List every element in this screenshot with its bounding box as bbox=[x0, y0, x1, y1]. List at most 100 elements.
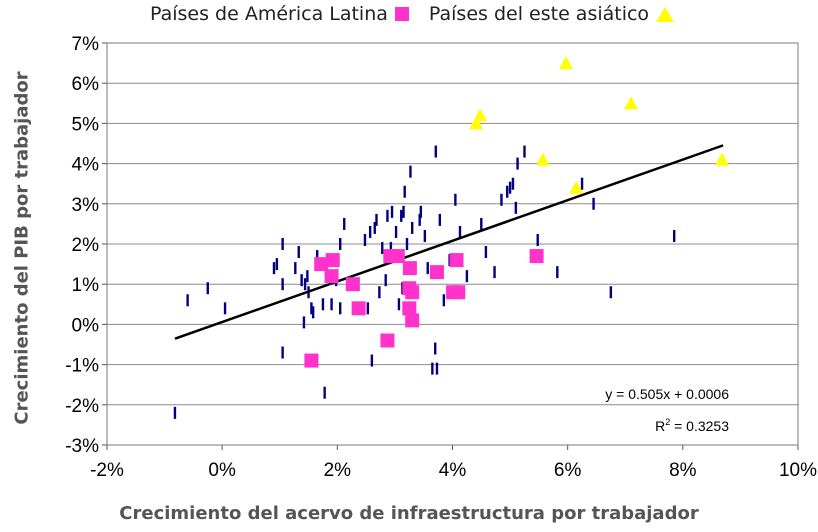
point-latin-america bbox=[405, 285, 420, 300]
point-other bbox=[339, 238, 342, 250]
y-tick-label: -3% bbox=[65, 436, 99, 457]
point-east-asia bbox=[558, 56, 573, 70]
point-other bbox=[434, 145, 438, 158]
point-other bbox=[484, 246, 488, 259]
point-other bbox=[438, 213, 442, 226]
point-latin-america bbox=[529, 249, 544, 264]
point-other bbox=[343, 217, 346, 230]
legend-item-latin-america: Países de América Latina bbox=[150, 3, 409, 25]
point-east-asia bbox=[469, 116, 484, 130]
x-tick-label: 0% bbox=[208, 460, 236, 481]
points-other-countries bbox=[173, 145, 676, 419]
legend-item-east-asia: Países del este asiático bbox=[428, 3, 675, 25]
legend-square-marker bbox=[394, 7, 409, 21]
chart-legend: Países de América Latina Países del este… bbox=[150, 3, 694, 25]
point-other bbox=[223, 302, 227, 315]
points-latin-america bbox=[304, 249, 544, 368]
point-latin-america bbox=[380, 333, 395, 348]
y-tick-label: -1% bbox=[65, 356, 99, 377]
point-latin-america bbox=[451, 285, 466, 300]
plot-area-border bbox=[106, 42, 799, 446]
gridlines bbox=[107, 42, 798, 446]
y-tick-label: 3% bbox=[72, 195, 100, 216]
point-latin-america bbox=[390, 249, 405, 264]
point-other bbox=[435, 362, 439, 375]
legend-triangle-marker bbox=[656, 6, 675, 22]
axes bbox=[102, 42, 799, 450]
point-other bbox=[419, 205, 423, 218]
point-other bbox=[454, 193, 457, 206]
legend-label-east-asia: Países del este asiático bbox=[428, 3, 650, 25]
point-other bbox=[390, 205, 394, 218]
point-other bbox=[508, 181, 512, 194]
point-other bbox=[323, 386, 326, 399]
point-other bbox=[493, 266, 496, 279]
trendline bbox=[174, 144, 724, 340]
point-other bbox=[402, 205, 405, 218]
point-other bbox=[405, 238, 409, 250]
point-other bbox=[516, 157, 519, 170]
trendline-group bbox=[174, 144, 724, 340]
x-tick-label: 6% bbox=[554, 460, 582, 481]
point-other bbox=[500, 193, 503, 206]
point-other bbox=[514, 201, 518, 214]
y-tick-label: 0% bbox=[72, 315, 100, 336]
point-other bbox=[465, 270, 469, 283]
r-squared-label: R2 = 0.3253 bbox=[655, 417, 729, 434]
point-other bbox=[389, 242, 393, 255]
trend-equation: y = 0.505x + 0.0006 bbox=[605, 386, 729, 402]
x-axis-label: Crecimiento del acervo de infraestructur… bbox=[119, 503, 699, 524]
point-other bbox=[378, 286, 381, 299]
point-other bbox=[506, 185, 509, 198]
point-other bbox=[458, 225, 462, 238]
x-tick-label: 2% bbox=[324, 460, 352, 481]
point-latin-america bbox=[345, 277, 360, 292]
point-other bbox=[609, 286, 613, 299]
point-east-asia bbox=[535, 152, 550, 166]
y-tick-label: 5% bbox=[72, 114, 100, 135]
point-other bbox=[315, 250, 319, 263]
point-other bbox=[368, 225, 372, 238]
point-other bbox=[431, 362, 434, 375]
x-tick-label: -2% bbox=[90, 460, 124, 481]
point-other bbox=[523, 145, 526, 158]
point-other bbox=[363, 233, 367, 246]
point-other bbox=[480, 217, 483, 230]
point-other bbox=[297, 246, 300, 259]
point-other bbox=[330, 298, 333, 311]
point-latin-america bbox=[314, 257, 329, 272]
point-other bbox=[275, 258, 279, 271]
point-other bbox=[418, 213, 421, 226]
point-latin-america bbox=[351, 301, 366, 316]
legend-label-latin-america: Países de América Latina bbox=[150, 3, 388, 25]
point-other bbox=[556, 266, 559, 279]
point-other bbox=[300, 274, 303, 287]
point-other bbox=[592, 197, 595, 210]
point-other bbox=[672, 229, 676, 242]
y-tick-label: 2% bbox=[72, 235, 100, 256]
x-tick-label: 4% bbox=[439, 460, 467, 481]
point-other bbox=[281, 346, 284, 359]
point-latin-america bbox=[402, 301, 417, 316]
point-other bbox=[311, 306, 315, 319]
point-other bbox=[339, 302, 342, 315]
tick-labels: -3% -2% -1% 0% 1% 2% 3% 4% 5% 6% 7% -2% 0% 2% 4% 6% 8% 10… bbox=[65, 34, 817, 481]
point-other bbox=[370, 354, 374, 367]
point-other bbox=[386, 209, 389, 222]
y-tick-label: 4% bbox=[72, 155, 100, 176]
x-tick-label: 10% bbox=[779, 460, 817, 481]
point-other bbox=[381, 242, 384, 255]
point-east-asia bbox=[714, 152, 729, 166]
point-other bbox=[580, 177, 584, 190]
y-tick-label: 7% bbox=[72, 34, 100, 55]
point-other bbox=[384, 274, 387, 287]
points-east-asia bbox=[469, 56, 729, 194]
point-other bbox=[403, 185, 406, 198]
point-other bbox=[206, 282, 209, 295]
point-other bbox=[536, 233, 539, 246]
point-latin-america bbox=[324, 269, 339, 284]
point-latin-america bbox=[304, 353, 319, 368]
point-other bbox=[272, 262, 276, 275]
y-tick-label: 6% bbox=[72, 74, 100, 95]
